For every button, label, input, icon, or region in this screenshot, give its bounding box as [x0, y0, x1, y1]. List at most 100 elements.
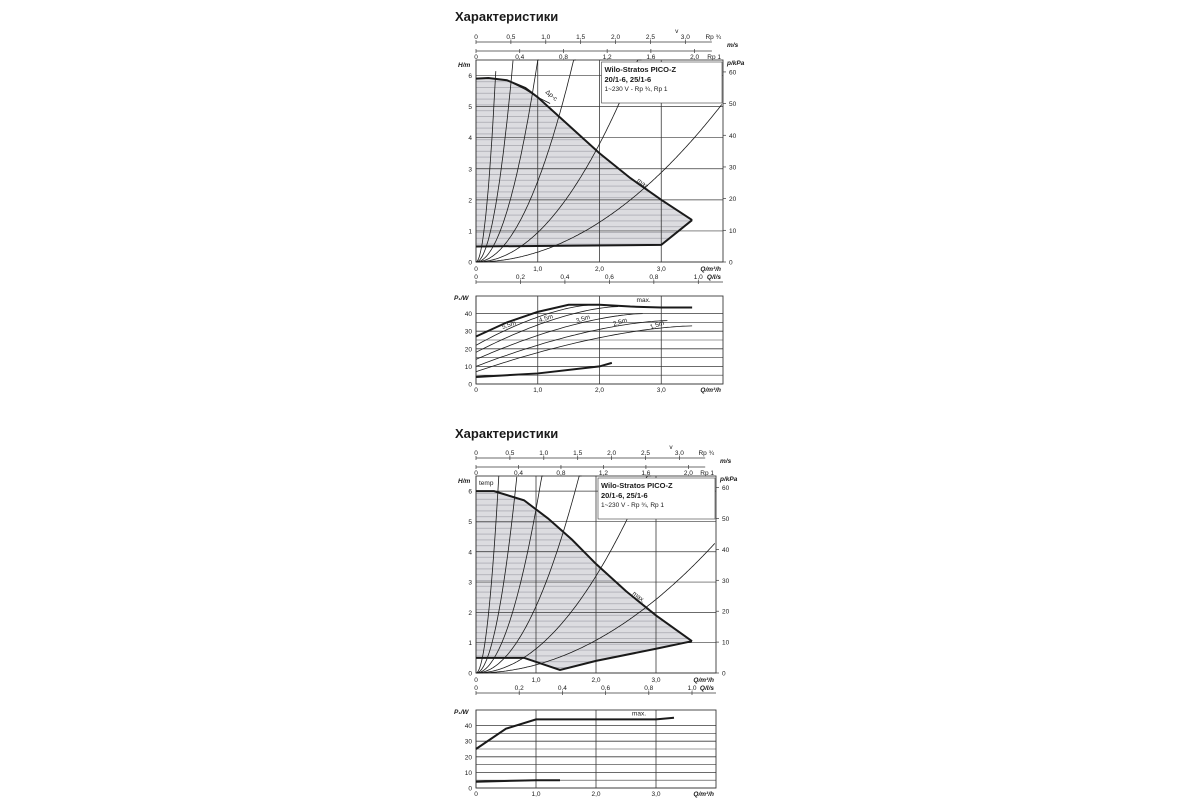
- system-curve: [476, 543, 716, 674]
- p-tick-label: 30: [722, 578, 730, 585]
- p1-axis-label: P₁/W: [454, 709, 469, 716]
- power-head-curve: [475, 306, 619, 353]
- power-curve: [475, 303, 693, 338]
- p1-q-tick-label: 2,0: [591, 791, 600, 798]
- v-rp1-tick-label: 0: [474, 54, 478, 61]
- pump-curve: [476, 490, 693, 642]
- v-rp1-tick-label: 1,6: [646, 54, 655, 61]
- chart-1-title: Характеристики: [455, 9, 558, 24]
- h-tick-label: 2: [468, 197, 472, 204]
- system-curve: [475, 71, 497, 263]
- h-axis-label: H/m: [458, 62, 471, 69]
- chart-2: Характеристики v 0 0,5 1,0 1,5 2,0 2,5 3,0 0 0,4 0…: [454, 426, 738, 798]
- v-rp34-tick-label: 1,5: [576, 34, 585, 41]
- q-tick-label: 1,0: [531, 677, 540, 684]
- power-head-label: 2,5m: [612, 317, 628, 328]
- h-axis-label: H/m: [458, 478, 471, 485]
- system-curve: [475, 476, 500, 674]
- v-rp34-tick-label: 0: [474, 450, 478, 457]
- power-plot: 5,5m 4,5m 3,5m 2,5m 1,5m max.: [475, 295, 724, 385]
- p-axis-label: p/kPa: [719, 476, 738, 483]
- ql-tick-label: 1,0: [694, 274, 703, 281]
- p-tick-label: 50: [729, 101, 737, 108]
- h-tick-label: 5: [468, 519, 472, 526]
- p-tick-label: 40: [722, 547, 730, 554]
- v-rp34-tick-label: 3,0: [681, 34, 690, 41]
- v-rp1-tick-label: 0: [474, 470, 478, 477]
- h-tick-label: 4: [468, 549, 472, 556]
- p1-tick-label: 20: [465, 346, 473, 353]
- power-plot: max.: [475, 709, 717, 789]
- power-head-label: 3,5m: [575, 314, 591, 325]
- main-frame: [475, 59, 724, 263]
- p1-tick-label: 30: [465, 329, 473, 336]
- power-curve: [475, 361, 613, 378]
- power-curve: [475, 716, 675, 750]
- v-rp1-label: Rp 1: [700, 470, 714, 477]
- p1-tick-label: 10: [465, 770, 473, 777]
- power-head-label: 1,5m: [649, 320, 665, 331]
- pump-curve: [476, 640, 693, 672]
- v-rp34-tick-label: 1,5: [573, 450, 582, 457]
- system-curve: [475, 59, 539, 263]
- info-box: [601, 61, 723, 104]
- v-rp1-tick-label: 2,0: [690, 54, 699, 61]
- p-tick-label: 50: [722, 516, 730, 523]
- p-tick-label: 60: [722, 485, 730, 492]
- ql-tick-label: 0,8: [649, 274, 658, 281]
- v-unit-label: m/s: [720, 458, 732, 465]
- q-axis-label: Q/m³/h: [700, 266, 721, 273]
- v-rp34-tick-label: 1,0: [541, 34, 550, 41]
- q-tick-label: 2,0: [591, 677, 600, 684]
- v-rp34-tick-label: 2,5: [646, 34, 655, 41]
- h-tick-label: 3: [468, 580, 472, 587]
- v-rp1-label: Rp 1: [707, 54, 721, 61]
- ql-tick-label: 0,4: [560, 274, 569, 281]
- v-unit-label: m/s: [727, 42, 739, 49]
- system-curve: [476, 59, 642, 263]
- p1-q-tick-label: 0: [474, 387, 478, 394]
- h-tick-label: 6: [468, 73, 472, 80]
- v-rp34-tick-label: 2,0: [611, 34, 620, 41]
- p1-tick-label: 40: [465, 311, 473, 318]
- p-tick-label: 60: [729, 69, 737, 76]
- v-rp1-tick-label: 0,4: [515, 54, 524, 61]
- system-curve: [475, 475, 544, 674]
- ql-tick-label: 0: [474, 274, 478, 281]
- ql-tick-label: 0,8: [644, 685, 653, 692]
- temp-curve-label: temp: [479, 480, 494, 487]
- info-title: Wilo-Stratos PICO-Z: [605, 65, 677, 74]
- info-title: Wilo-Stratos PICO-Z: [601, 481, 673, 490]
- system-curve: [476, 59, 576, 263]
- p-tick-label: 10: [729, 228, 737, 235]
- v-rp1-tick-label: 1,6: [641, 470, 650, 477]
- power-frame: [475, 295, 724, 385]
- p1-q-tick-label: 1,0: [531, 791, 540, 798]
- power-head-curve: [475, 320, 668, 367]
- info-voltage: 1~230 V - Rp ¾, Rp 1: [601, 502, 664, 509]
- p1-q-tick-label: 3,0: [651, 791, 660, 798]
- p-tick-label: 20: [729, 196, 737, 203]
- v-rp34-label: Rp ¾: [705, 34, 721, 41]
- q-tick-label: 2,0: [595, 266, 604, 273]
- power-head-curve: [475, 313, 643, 360]
- p-tick-label: 40: [729, 133, 737, 140]
- v-symbol: v: [669, 444, 673, 451]
- ql-tick-label: 0: [474, 685, 478, 692]
- h-tick-label: 2: [468, 610, 472, 617]
- v-rp1-tick-label: 0,8: [559, 54, 568, 61]
- v-rp1-tick-label: 0,4: [514, 470, 523, 477]
- ql-tick-label: 1,0: [687, 685, 696, 692]
- p1-q-axis-label: Q/m³/h: [700, 387, 721, 394]
- ql-axis-label: Q/l/s: [707, 274, 721, 281]
- q-tick-label: 0: [474, 266, 478, 273]
- chart-1: Характеристики v 0 0,5 1,0 1,5 2,0 2,5 3,0 0 0,4 0…: [454, 9, 745, 394]
- v-rp34-tick-label: 2,0: [607, 450, 616, 457]
- main-plot: max.temp Wilo-Stratos PICO-Z20/1-6, 25/1-…: [475, 475, 717, 674]
- q-tick-label: 1,0: [533, 266, 542, 273]
- v-rp34-tick-label: 3,0: [675, 450, 684, 457]
- ql-tick-label: 0,2: [515, 685, 524, 692]
- operating-area-hatch: [476, 78, 693, 247]
- h-tick-label: 6: [468, 489, 472, 496]
